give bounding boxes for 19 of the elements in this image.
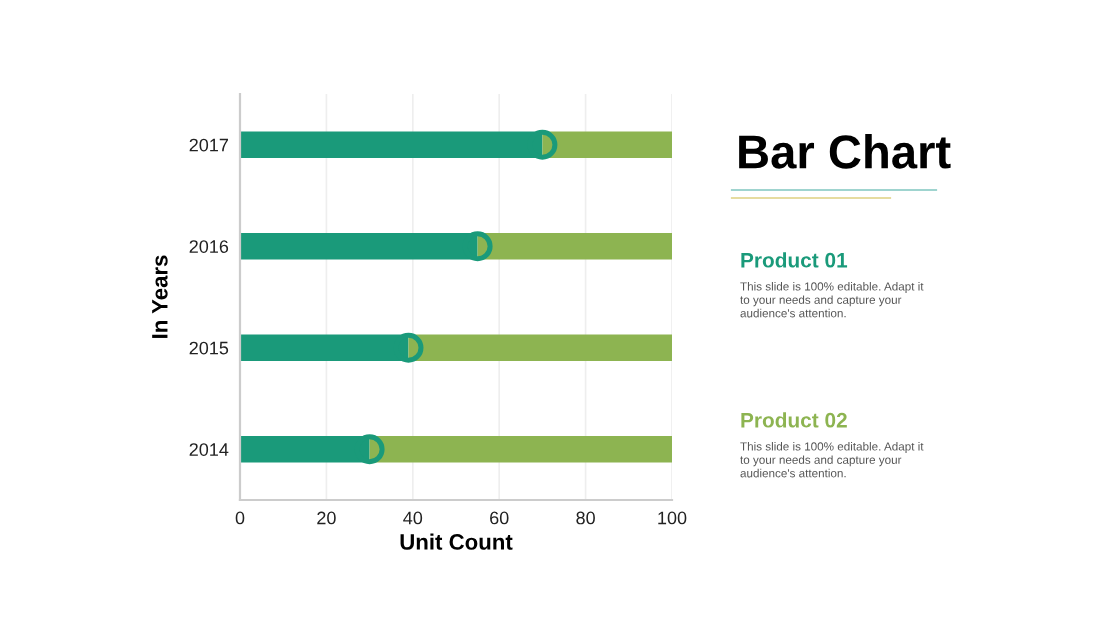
x-tick-label: 0 (235, 511, 245, 525)
x-tick-label: 80 (576, 511, 595, 525)
x-tick-label: 20 (317, 511, 336, 525)
x-tick-label: 100 (658, 511, 687, 525)
bar (477, 233, 672, 260)
y-tick-label: 2014 (189, 443, 229, 456)
text: Product 02 (741, 412, 847, 428)
text: Product 01 (741, 252, 848, 268)
x-axis-title: Unit Count (400, 533, 513, 550)
x-tick-label: 40 (403, 511, 423, 525)
bar (408, 334, 672, 361)
y-axis-title: In Years (152, 255, 168, 338)
bar (542, 131, 672, 158)
bar (369, 436, 672, 463)
y-tick-label: 2015 (189, 341, 229, 355)
y-tick-label: 2017 (189, 138, 228, 152)
x-tick-label: 60 (490, 511, 509, 525)
y-tick-label: 2016 (189, 240, 229, 253)
text: Bar Chart (739, 133, 951, 169)
